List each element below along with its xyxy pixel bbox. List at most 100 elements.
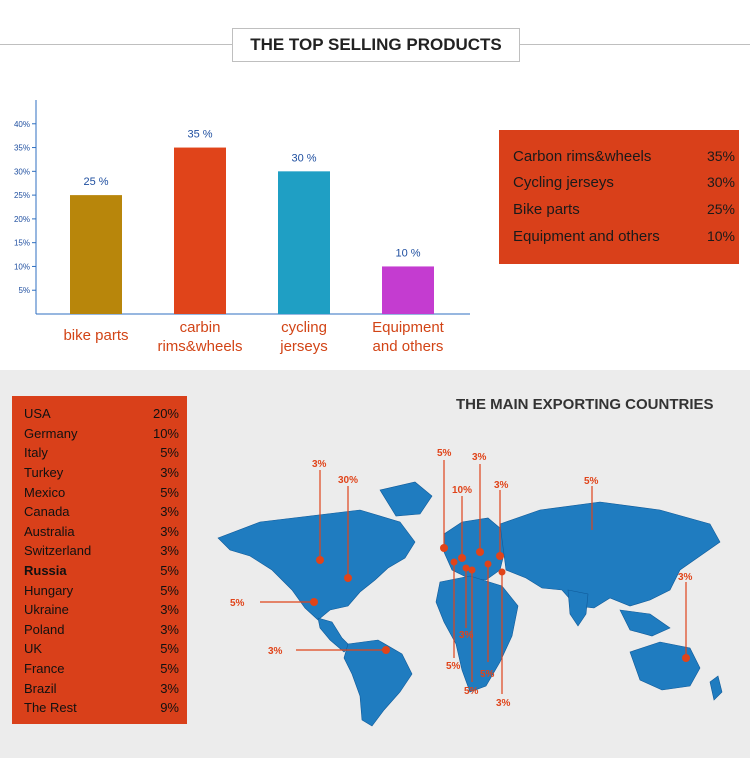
category-label: carbin (180, 319, 221, 336)
marker-russia: 5% (584, 476, 599, 530)
country-name: Switzerland (24, 543, 92, 558)
legend-label: Equipment and others (513, 228, 660, 245)
marker-label: 3% (472, 452, 487, 463)
marker-label: 5% (584, 476, 599, 487)
country-value: 5% (160, 641, 179, 656)
marker-australia: 3% (678, 572, 693, 662)
country-row: Turkey 3% (24, 465, 179, 480)
country-name: Russia (24, 563, 67, 578)
africa-shape (435, 575, 519, 693)
legend-label: Carbon rims&wheels (513, 148, 652, 165)
country-value: 3% (160, 524, 179, 539)
marker-mexico: 5% (230, 598, 318, 609)
country-row: Germany 10% (24, 426, 179, 441)
marker-label: 5% (437, 448, 452, 459)
marker-poland: 3% (472, 452, 487, 556)
marker-turkey: 3% (496, 568, 511, 709)
marker-label: 3% (312, 459, 327, 470)
marker-italy: 5% (464, 566, 479, 697)
country-value: 3% (160, 681, 179, 696)
marker-usa: 30% (338, 475, 358, 582)
country-name: Brazil (24, 681, 57, 696)
country-name: France (24, 661, 65, 676)
legend-value: 25% (706, 201, 735, 217)
country-row: Canada 3% (24, 504, 179, 519)
country-name: The Rest (24, 700, 77, 715)
category-label: bike parts (63, 327, 128, 344)
bar (382, 266, 434, 314)
country-row: France 5% (24, 661, 179, 676)
new-zealand-shape (709, 675, 723, 701)
country-value: 5% (160, 445, 179, 460)
marker-label: 3% (268, 646, 283, 657)
y-tick-label: 15% (14, 239, 30, 248)
legend-value: 30% (706, 174, 735, 190)
country-value: 3% (160, 504, 179, 519)
country-row: Switzerland 3% (24, 543, 179, 558)
country-name: UK (24, 641, 43, 656)
marker-label: 30% (338, 475, 358, 486)
category-label: and others (373, 338, 444, 355)
marker-uk: 5% (437, 448, 452, 552)
country-row: Italy 5% (24, 445, 179, 460)
country-value: 5% (160, 563, 179, 578)
country-row: Ukraine 3% (24, 602, 179, 617)
legend-value: 35% (706, 148, 735, 164)
country-list: USA 20% Germany 10% Italy 5% Turkey 3% Mexic… (12, 396, 187, 724)
bar-data-label: 35 % (187, 129, 212, 141)
country-row: Russia 5% (24, 563, 179, 578)
country-value: 5% (160, 583, 179, 598)
country-row: UK 5% (24, 641, 179, 656)
legend-label: Cycling jerseys (513, 174, 614, 191)
country-row: The Rest 9% (24, 700, 179, 715)
india-shape (567, 589, 589, 627)
category-label: Equipment (372, 319, 445, 336)
marker-label: 3% (496, 698, 511, 709)
country-name: Italy (24, 445, 48, 460)
south-america-shape (343, 639, 413, 727)
y-tick-label: 25% (14, 191, 30, 200)
marker-label: 3% (678, 572, 693, 583)
bar-data-label: 30 % (291, 152, 316, 164)
marker-label: 5% (230, 598, 245, 609)
category-label: rims&wheels (157, 338, 242, 355)
marker-canada: 3% (312, 459, 327, 564)
country-value: 9% (160, 700, 179, 715)
marker-germany: 10% (452, 485, 472, 562)
north-america-shape (217, 509, 416, 621)
country-name: Australia (24, 524, 75, 539)
legend-item: Carbon rims&wheels 35% (513, 148, 735, 165)
central-america-shape (317, 617, 351, 653)
asia-shape (499, 501, 721, 609)
country-name: Canada (24, 504, 70, 519)
country-name: Germany (24, 426, 78, 441)
page-title: THE TOP SELLING PRODUCTS (232, 28, 520, 62)
bar-chart: 5% 10% 15% 20% 25% 30% 35% 40% 25 % bike parts 35 … (14, 100, 470, 355)
y-tick-label: 30% (14, 167, 30, 176)
marker-hungary: 5% (480, 560, 495, 680)
bar (70, 195, 122, 314)
country-name: Ukraine (24, 602, 69, 617)
legend-box: Carbon rims&wheels 35% Cycling jerseys 3… (499, 130, 739, 264)
country-name: USA (24, 406, 51, 421)
bar-data-label: 10 % (395, 247, 420, 259)
country-name: Turkey (24, 465, 64, 480)
map-title: THE MAIN EXPORTING COUNTRIES (456, 396, 714, 413)
country-value: 20% (152, 406, 179, 421)
country-row: USA 20% (24, 406, 179, 421)
y-tick-label: 20% (14, 215, 30, 224)
country-value: 5% (160, 661, 179, 676)
category-label: jerseys (279, 338, 328, 355)
country-row: Mexico 5% (24, 485, 179, 500)
country-value: 10% (152, 426, 179, 441)
country-value: 5% (160, 485, 179, 500)
world-map: 3% 30% 5% 3% 5% 3% 10% 3% 5% 3% 3% 5% 5%… (217, 448, 723, 727)
country-row: Poland 3% (24, 622, 179, 637)
greenland-shape (379, 481, 433, 517)
category-label: cycling (281, 319, 327, 336)
country-value: 3% (160, 543, 179, 558)
country-name: Hungary (24, 583, 74, 598)
marker-label: 5% (464, 686, 479, 697)
marker-label: 3% (459, 630, 474, 641)
country-value: 3% (160, 465, 179, 480)
